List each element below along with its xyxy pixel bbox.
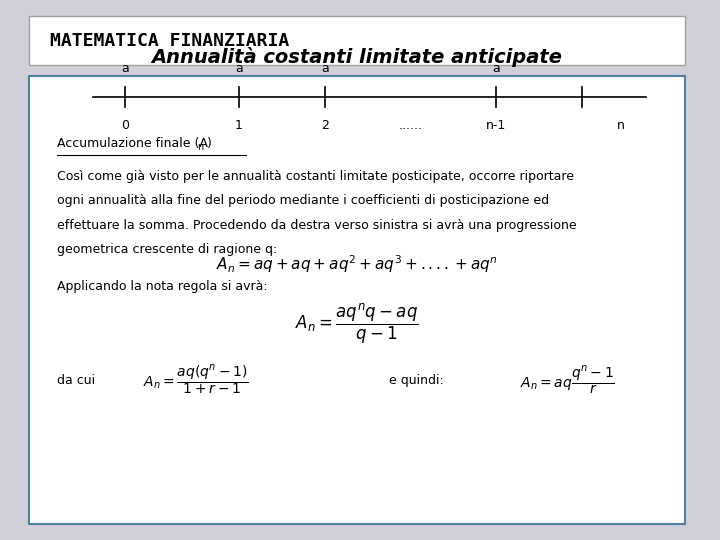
Text: ): ) (207, 137, 212, 150)
FancyBboxPatch shape (29, 16, 685, 65)
Text: Annualità costanti limitate anticipate: Annualità costanti limitate anticipate (151, 46, 562, 67)
Text: a: a (492, 62, 500, 75)
Text: e quindi:: e quindi: (389, 374, 444, 387)
FancyBboxPatch shape (29, 76, 685, 524)
Text: $A_n = aq\dfrac{q^n - 1}{r}$: $A_n = aq\dfrac{q^n - 1}{r}$ (520, 364, 615, 397)
Text: 1: 1 (235, 119, 243, 132)
Text: ogni annualità alla fine del periodo mediante i coefficienti di posticipazione e: ogni annualità alla fine del periodo med… (57, 194, 549, 207)
Text: n: n (617, 119, 625, 132)
Text: 0: 0 (121, 119, 129, 132)
Text: $A_n = \dfrac{aq^n q - aq}{q - 1}$: $A_n = \dfrac{aq^n q - aq}{q - 1}$ (295, 302, 419, 346)
Text: da cui: da cui (57, 374, 95, 387)
Text: $A_n = \dfrac{aq(q^n - 1)}{1 + r - 1}$: $A_n = \dfrac{aq(q^n - 1)}{1 + r - 1}$ (143, 364, 249, 397)
Text: 2: 2 (321, 119, 329, 132)
Text: Applicando la nota regola si avrà:: Applicando la nota regola si avrà: (57, 280, 268, 293)
Text: geometrica crescente di ragione q:: geometrica crescente di ragione q: (57, 243, 277, 256)
Text: MATEMATICA FINANZIARIA: MATEMATICA FINANZIARIA (50, 31, 289, 50)
Text: effettuare la somma. Procedendo da destra verso sinistra si avrà una progression: effettuare la somma. Procedendo da destr… (57, 219, 577, 232)
Text: Accumulazione finale (A: Accumulazione finale (A (57, 137, 208, 150)
Text: Così come già visto per le annualità costanti limitate posticipate, occorre ripo: Così come già visto per le annualità cos… (57, 170, 574, 183)
Text: n: n (197, 143, 203, 152)
Text: a: a (121, 62, 129, 75)
Text: $A_n = aq + aq + aq^2 + aq^3 + .... + aq^n$: $A_n = aq + aq + aq^2 + aq^3 + .... + aq… (216, 254, 498, 275)
Text: n-1: n-1 (486, 119, 506, 132)
Text: ......: ...... (398, 119, 423, 132)
Text: a: a (321, 62, 328, 75)
Text: a: a (235, 62, 243, 75)
